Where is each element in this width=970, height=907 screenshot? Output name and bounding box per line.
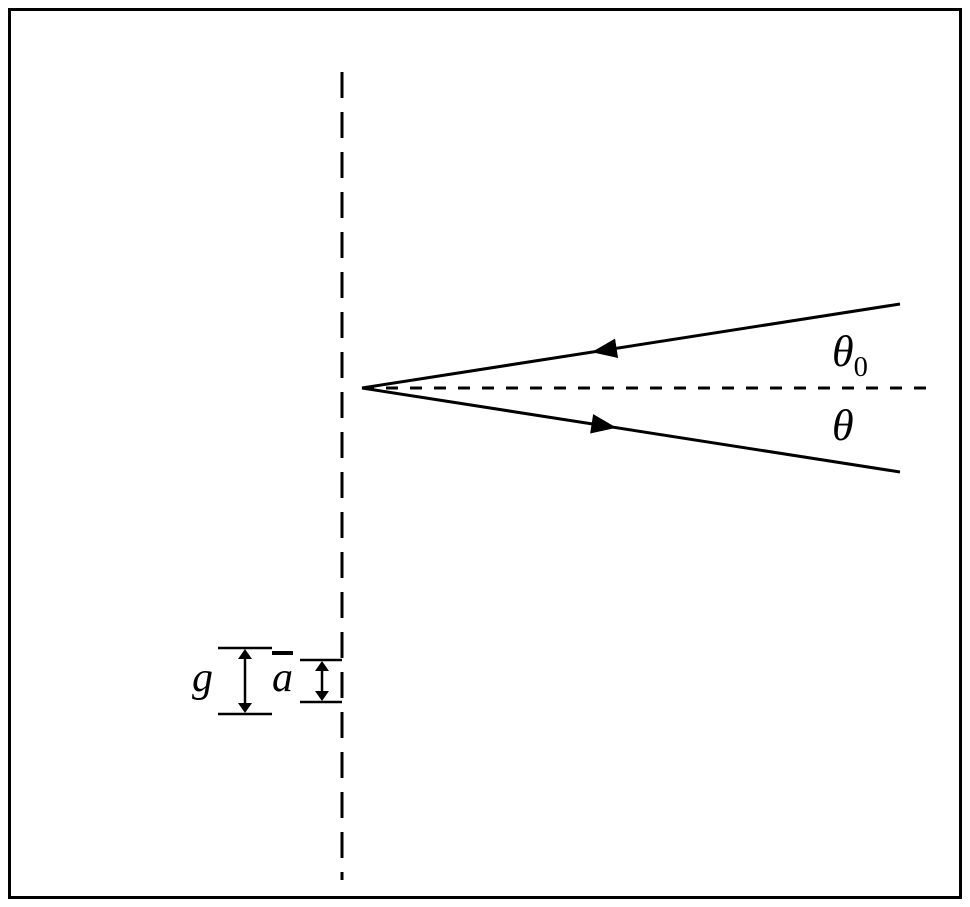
- incoming-ray: [362, 304, 900, 388]
- label-theta-zero-subscript: 0: [854, 352, 868, 383]
- label-g: g: [192, 654, 213, 702]
- diagram-svg: [0, 0, 970, 907]
- g-marker-arrow-down: [238, 703, 252, 713]
- label-a-bar: a: [272, 654, 293, 702]
- incoming-ray-arrowhead: [592, 339, 618, 358]
- label-theta-zero: θ0: [832, 326, 868, 384]
- label-theta: θ: [832, 400, 854, 451]
- outgoing-ray: [362, 388, 900, 472]
- label-g-text: g: [192, 655, 213, 701]
- a-marker-arrow-down: [315, 691, 329, 701]
- label-theta-zero-symbol: θ: [832, 327, 854, 376]
- label-a-text: a: [272, 655, 293, 701]
- g-marker-arrow-up: [238, 649, 252, 659]
- a-marker-arrow-up: [315, 661, 329, 671]
- label-theta-symbol: θ: [832, 401, 854, 450]
- physics-diagram: θ0 θ g a: [0, 0, 970, 907]
- outgoing-ray-arrowhead: [590, 414, 616, 433]
